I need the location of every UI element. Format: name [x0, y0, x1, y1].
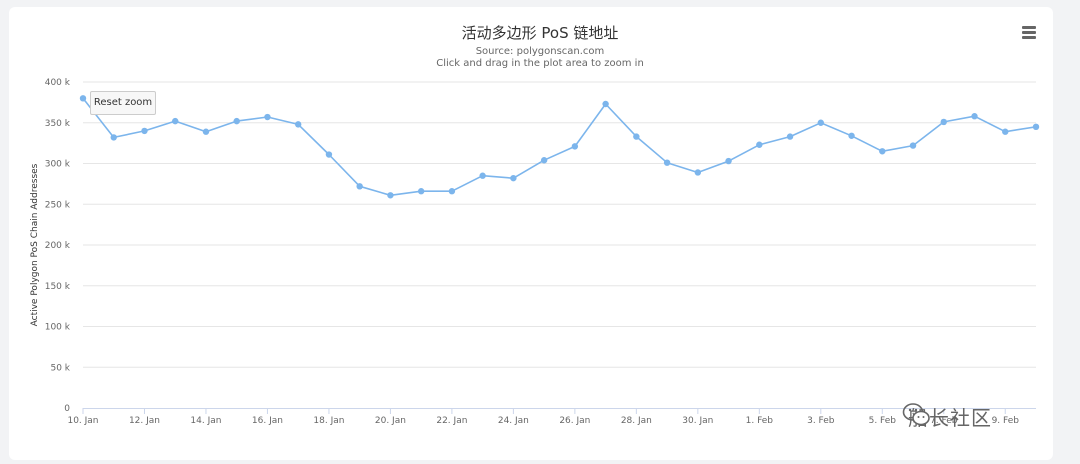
data-point — [172, 117, 179, 125]
x-tick-label: 20. Jan — [375, 416, 406, 426]
x-tick-label: 22. Jan — [436, 416, 467, 426]
data-point — [848, 132, 855, 139]
chart-title: 活动多边形 PoS 链地址 — [461, 24, 619, 42]
y-tick-label: 200 k — [45, 241, 71, 251]
data-point — [725, 157, 732, 165]
x-tick-label: 1. Feb — [746, 416, 774, 426]
x-tick-label: 5. Feb — [869, 416, 897, 426]
data-point — [663, 159, 671, 166]
data-point — [602, 100, 609, 108]
y-tick-label: 350 k — [45, 119, 71, 129]
data-point — [510, 174, 517, 182]
data-point — [909, 142, 917, 149]
y-tick-label: 300 k — [45, 160, 71, 170]
y-tick-label: 250 k — [45, 200, 71, 210]
data-point — [1032, 123, 1040, 131]
y-tick-label: 400 k — [45, 78, 71, 88]
data-point — [141, 127, 148, 135]
watermark: 船长社区 — [902, 402, 992, 431]
data-point — [233, 117, 240, 125]
x-tick-label: 16. Jan — [252, 416, 283, 426]
data-point — [387, 192, 394, 199]
data-point — [448, 188, 456, 195]
x-tick-label: 3. Feb — [807, 416, 835, 426]
y-axis-label: Active Polygon PoS Chain Addresses — [30, 163, 40, 326]
data-point — [79, 95, 87, 102]
data-point — [264, 113, 271, 121]
y-tick-label: 100 k — [45, 323, 71, 333]
x-tick-label: 9. Feb — [992, 416, 1020, 426]
data-point — [294, 121, 302, 128]
data-point — [202, 128, 210, 135]
reset-zoom-button[interactable]: Reset zoom — [90, 91, 156, 115]
x-tick-label: 26. Jan — [559, 416, 590, 426]
data-point — [356, 183, 363, 190]
data-point — [756, 141, 763, 148]
x-tick-label: 7. Feb — [930, 416, 958, 426]
data-point — [110, 134, 117, 141]
data-point — [1002, 128, 1009, 135]
x-tick-label: 24. Jan — [498, 416, 529, 426]
y-tick-label: 50 k — [50, 363, 70, 373]
hamburger-menu-icon[interactable] — [1018, 24, 1040, 42]
chart-subtitle-source: Source: polygonscan.com — [475, 46, 605, 57]
y-tick-label: 150 k — [45, 282, 71, 292]
data-point — [817, 119, 825, 126]
data-point — [879, 148, 886, 155]
data-point — [417, 188, 425, 195]
data-point — [633, 133, 640, 140]
x-tick-label: 14. Jan — [190, 416, 221, 426]
chart-subtitle-zoom: Click and drag in the plot area to zoom … — [436, 58, 644, 69]
series-line — [82, 97, 1037, 197]
data-point — [540, 157, 548, 164]
x-tick-label: 10. Jan — [67, 416, 98, 426]
data-point — [694, 169, 702, 176]
data-point — [940, 118, 947, 126]
y-tick-label: 0 — [64, 404, 70, 414]
x-tick-label: 18. Jan — [313, 416, 344, 426]
data-point — [971, 113, 978, 120]
x-tick-label: 30. Jan — [682, 416, 713, 426]
data-point — [479, 172, 486, 179]
data-point — [325, 151, 333, 158]
wechat-icon — [902, 403, 930, 426]
x-tick-label: 28. Jan — [621, 416, 652, 426]
data-point — [786, 133, 794, 140]
x-tick-label: 12. Jan — [129, 416, 160, 426]
data-point — [571, 143, 579, 150]
